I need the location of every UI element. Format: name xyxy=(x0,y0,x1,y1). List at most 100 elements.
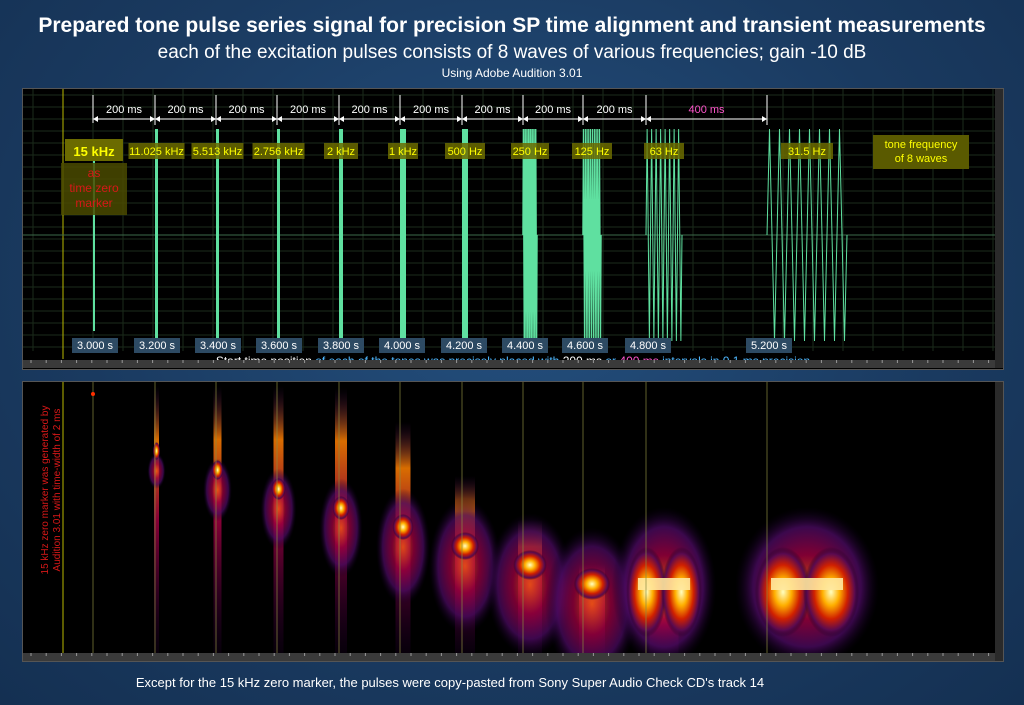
spectrogram-view[interactable] xyxy=(23,382,1003,661)
time-label: 3.200 s xyxy=(134,338,180,353)
interval-label: 400 ms xyxy=(688,104,725,116)
svg-text:5.200 s: 5.200 s xyxy=(751,340,788,352)
frequency-label: 250 Hz xyxy=(511,143,549,159)
tone-pulse xyxy=(277,129,280,341)
svg-text:4.400 s: 4.400 s xyxy=(507,340,544,352)
tone-pulse xyxy=(93,139,95,331)
spectrogram-pulse xyxy=(147,386,166,653)
interval-label: 200 ms xyxy=(290,104,327,116)
marker-frequency-label: 15 kHz xyxy=(73,144,115,159)
interval-label: 200 ms xyxy=(228,104,265,116)
interval-label: 200 ms xyxy=(596,104,633,116)
time-label: 5.200 s xyxy=(746,338,792,353)
svg-text:31.5 Hz: 31.5 Hz xyxy=(788,146,826,158)
frequency-label: 125 Hz xyxy=(572,143,612,159)
tone-pulse xyxy=(339,129,343,341)
spectrogram-pulse xyxy=(735,507,879,661)
waveform-panel[interactable]: 200 ms 200 ms 200 ms 200 ms 200 ms 200 ms 200 … xyxy=(22,88,1004,370)
interval-arrow: 400 ms xyxy=(646,95,768,125)
interval-arrow: 200 ms xyxy=(523,95,584,125)
frequency-label: 2.756 kHz xyxy=(252,143,305,159)
marker-frequency-box xyxy=(65,139,123,161)
svg-text:5.513 kHz: 5.513 kHz xyxy=(193,146,243,158)
tone-pulse xyxy=(216,129,219,341)
tone-pulse xyxy=(155,129,158,341)
tone-pulse xyxy=(522,128,538,342)
svg-text:1 kHz: 1 kHz xyxy=(389,146,417,158)
interval-label: 200 ms xyxy=(106,104,143,116)
frequency-label: 500 Hz xyxy=(445,143,485,159)
svg-text:2.756 kHz: 2.756 kHz xyxy=(254,146,304,158)
svg-text:3.600 s: 3.600 s xyxy=(261,340,298,352)
spectrogram-pulse xyxy=(376,422,430,653)
spectrogram-pulse xyxy=(203,386,232,653)
svg-text:3.000 s: 3.000 s xyxy=(77,340,114,352)
zero-marker-vertical-note: 15 kHz zero marker was generated by Audi… xyxy=(40,405,63,575)
svg-text:125 Hz: 125 Hz xyxy=(575,146,610,158)
software-note: Using Adobe Audition 3.01 xyxy=(441,66,583,80)
time-label: 3.800 s xyxy=(318,338,364,353)
svg-text:3.800 s: 3.800 s xyxy=(323,340,360,352)
time-label: 4.800 s xyxy=(625,338,671,353)
time-label: 3.600 s xyxy=(256,338,302,353)
frequency-label: 63 Hz xyxy=(644,143,684,159)
interval-label: 200 ms xyxy=(535,104,572,116)
frequency-label: 11.025 kHz xyxy=(128,143,185,159)
svg-text:4.800 s: 4.800 s xyxy=(630,340,667,352)
interval-arrow: 200 ms xyxy=(462,95,524,125)
time-label: 3.400 s xyxy=(195,338,241,353)
page-subtitle: each of the excitation pulses consists o… xyxy=(157,42,867,63)
svg-text:500 Hz: 500 Hz xyxy=(448,146,483,158)
spectrogram-pulse xyxy=(260,386,297,653)
interval-arrow: 200 ms xyxy=(339,95,401,125)
interval-arrow: 200 ms xyxy=(277,95,340,125)
frequency-label: 31.5 Hz xyxy=(781,143,833,159)
spectrogram-pulse xyxy=(429,476,501,653)
tone-pulse xyxy=(462,129,468,341)
svg-text:4.000 s: 4.000 s xyxy=(384,340,421,352)
svg-text:3.200 s: 3.200 s xyxy=(139,340,176,352)
svg-text:3.400 s: 3.400 s xyxy=(200,340,237,352)
tone-pulse xyxy=(582,128,602,342)
interval-arrow: 200 ms xyxy=(93,95,156,125)
tone-pulse xyxy=(645,128,683,342)
frequency-label: 1 kHz xyxy=(388,143,418,159)
interval-arrow: 200 ms xyxy=(216,95,278,125)
time-label: 4.200 s xyxy=(441,338,487,353)
interval-label: 200 ms xyxy=(167,104,204,116)
frequency-label: 5.513 kHz xyxy=(191,143,244,159)
frequency-label: 2 kHz xyxy=(324,143,358,159)
svg-text:11.025 kHz: 11.025 kHz xyxy=(129,146,184,158)
time-label: 4.000 s xyxy=(379,338,425,353)
tone-pulse xyxy=(766,128,848,342)
zero-marker-spot xyxy=(91,392,95,396)
spectrogram-pulse xyxy=(319,388,363,653)
interval-label: 200 ms xyxy=(474,104,511,116)
svg-text:4.200 s: 4.200 s xyxy=(446,340,483,352)
interval-arrow: 200 ms xyxy=(400,95,463,125)
waveform-view[interactable]: 200 ms 200 ms 200 ms 200 ms 200 ms 200 ms 200 … xyxy=(23,89,1003,369)
page-title: Prepared tone pulse series signal for pr… xyxy=(38,14,986,37)
svg-text:2 kHz: 2 kHz xyxy=(327,146,355,158)
svg-text:63 Hz: 63 Hz xyxy=(650,146,679,158)
footer-note: Except for the 15 kHz zero marker, the p… xyxy=(135,675,765,690)
interval-label: 200 ms xyxy=(413,104,450,116)
spectrogram-pulse xyxy=(611,507,717,661)
tone-note-line2: of 8 waves xyxy=(895,153,948,165)
interval-label: 200 ms xyxy=(351,104,388,116)
interval-arrow: 200 ms xyxy=(155,95,217,125)
tone-pulse xyxy=(400,129,406,341)
marker-note-line1: as xyxy=(88,166,101,180)
spectrogram-panel[interactable] xyxy=(22,381,1004,662)
marker-note-box xyxy=(61,163,127,215)
tone-note-box xyxy=(873,135,969,169)
svg-text:4.600 s: 4.600 s xyxy=(567,340,604,352)
marker-note-line3: marker xyxy=(75,196,112,210)
interval-arrow: 200 ms xyxy=(583,95,647,125)
time-label: 4.600 s xyxy=(562,338,608,353)
tone-note-line1: tone frequency xyxy=(885,139,958,151)
svg-text:250 Hz: 250 Hz xyxy=(513,146,548,158)
time-label: 3.000 s xyxy=(72,338,118,353)
marker-note-line2: time zero xyxy=(69,181,119,195)
time-label: 4.400 s xyxy=(502,338,548,353)
